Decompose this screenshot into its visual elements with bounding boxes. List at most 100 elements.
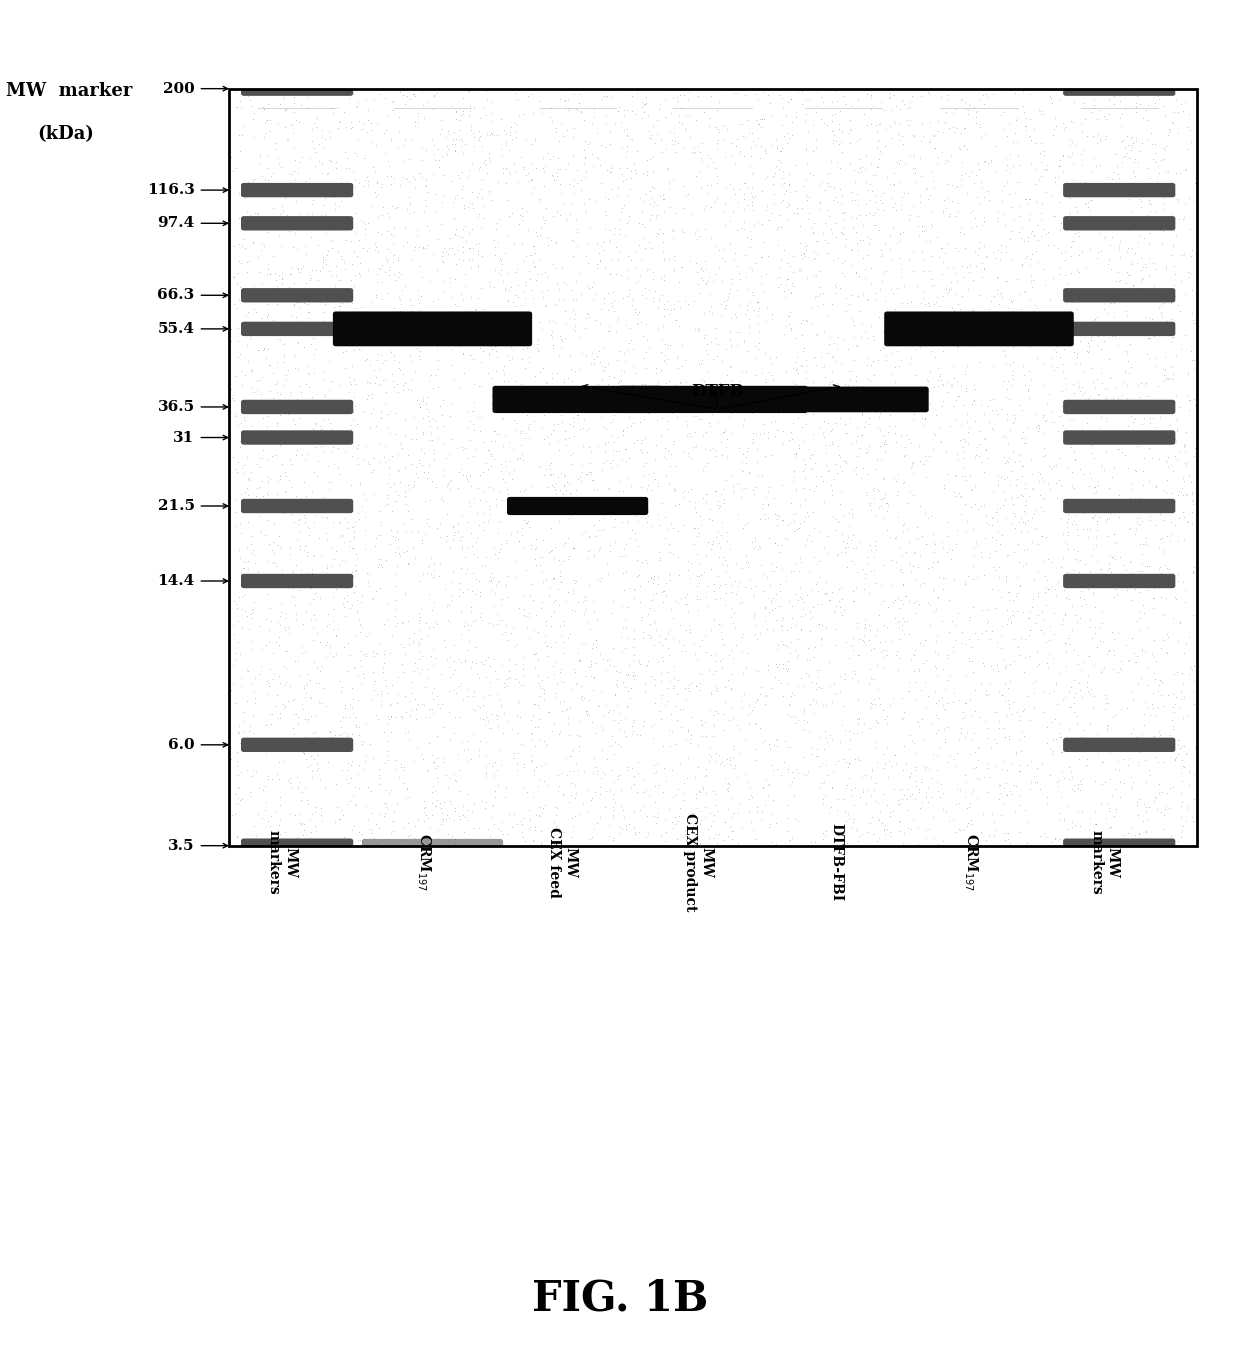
Point [858, 289, 878, 311]
Point [453, 687, 472, 709]
Point [861, 151, 880, 173]
Point [997, 466, 1017, 488]
Point [610, 209, 630, 231]
Point [290, 285, 310, 307]
Point [1164, 585, 1184, 607]
Point [461, 285, 481, 307]
Point [842, 667, 862, 689]
Point [737, 451, 756, 473]
Point [797, 529, 817, 551]
Point [1097, 423, 1117, 445]
Point [1019, 207, 1039, 229]
Point [997, 599, 1017, 621]
Point [1100, 233, 1120, 255]
Point [853, 247, 873, 269]
Point [913, 286, 932, 308]
Point [1096, 387, 1116, 409]
Point [724, 802, 744, 824]
Point [1084, 87, 1104, 109]
Point [471, 135, 491, 157]
Point [928, 623, 947, 645]
Point [940, 664, 960, 686]
Point [543, 567, 563, 589]
Point [248, 340, 268, 361]
Point [946, 533, 966, 555]
Point [232, 124, 252, 146]
Point [1013, 456, 1033, 477]
Point [270, 539, 290, 561]
Point [432, 404, 451, 426]
Point [703, 663, 723, 685]
Point [823, 386, 843, 408]
Point [351, 672, 371, 694]
Point [329, 670, 348, 692]
Point [494, 363, 513, 385]
Point [862, 539, 882, 561]
Point [386, 606, 405, 627]
Point [698, 531, 718, 552]
Point [389, 300, 409, 322]
Point [616, 696, 636, 717]
Point [820, 341, 839, 363]
Point [675, 83, 694, 105]
Point [990, 498, 1009, 520]
Point [412, 266, 432, 288]
Point [492, 270, 512, 292]
Point [310, 588, 330, 610]
Point [564, 183, 584, 205]
Point [723, 707, 743, 728]
Point [764, 165, 784, 187]
Point [326, 540, 346, 562]
Point [868, 349, 888, 371]
Point [861, 812, 880, 833]
Point [655, 506, 675, 528]
Point [469, 546, 489, 567]
Point [737, 226, 756, 248]
Point [615, 637, 635, 659]
Point [1013, 420, 1033, 442]
Point [562, 599, 582, 621]
Point [1149, 720, 1169, 742]
Point [464, 562, 484, 584]
Point [1161, 292, 1180, 314]
Point [526, 756, 546, 777]
Point [341, 231, 361, 252]
Point [294, 742, 314, 764]
Point [826, 595, 846, 617]
Point [1006, 82, 1025, 104]
Point [1172, 821, 1192, 843]
Point [926, 772, 946, 794]
Point [408, 162, 428, 184]
Point [556, 89, 575, 110]
Point [866, 458, 885, 480]
Point [868, 157, 888, 179]
Point [966, 255, 986, 277]
Point [673, 514, 693, 536]
Point [746, 438, 766, 460]
Point [275, 461, 295, 483]
Point [1149, 782, 1169, 803]
Point [828, 247, 848, 269]
Point [456, 401, 476, 423]
FancyBboxPatch shape [1063, 400, 1176, 415]
Point [866, 535, 885, 557]
Point [487, 705, 507, 727]
Point [843, 537, 863, 559]
Point [725, 754, 745, 776]
Point [389, 352, 409, 374]
Point [295, 170, 315, 192]
Point [867, 619, 887, 641]
Point [551, 462, 570, 484]
Point [502, 468, 522, 490]
Point [485, 420, 505, 442]
Point [733, 124, 753, 146]
Point [1047, 310, 1066, 331]
Point [265, 569, 285, 591]
Point [780, 642, 800, 664]
Point [981, 627, 1001, 649]
Point [641, 127, 661, 149]
Point [738, 555, 758, 577]
Point [342, 292, 362, 314]
Point [598, 749, 618, 771]
Point [365, 372, 384, 394]
